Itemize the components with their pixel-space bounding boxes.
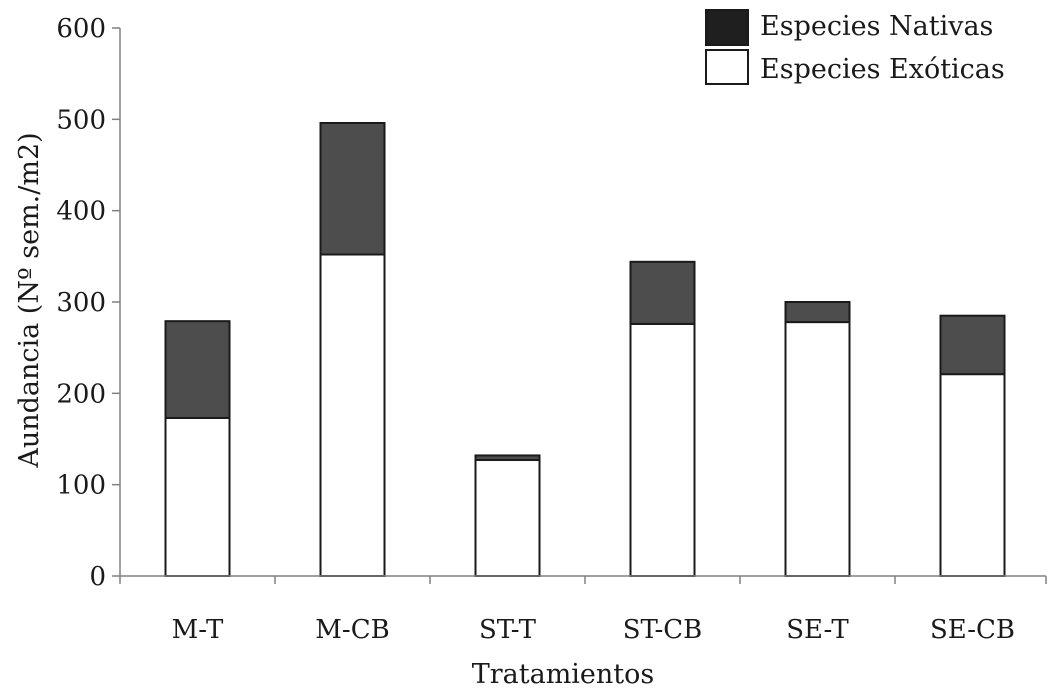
y-tick-label: 400 bbox=[56, 197, 106, 227]
bar-exoticas bbox=[474, 459, 541, 577]
x-tick-label: SE-CB bbox=[930, 615, 1015, 645]
y-tick-label: 600 bbox=[56, 14, 106, 44]
y-axis-title: Aundancia (Nº sem./m2) bbox=[14, 132, 45, 468]
x-tick-label: M-CB bbox=[315, 615, 389, 645]
y-axis-ticks: 0 100 200 300 400 500 600 bbox=[56, 14, 120, 592]
bar-nativas bbox=[164, 320, 231, 419]
y-tick-label: 0 bbox=[89, 562, 106, 592]
bar-nativas bbox=[784, 301, 851, 324]
legend: Especies Nativas Especies Exóticas bbox=[705, 9, 1005, 85]
y-tick-label: 300 bbox=[56, 288, 106, 318]
legend-label-exoticas: Especies Exóticas bbox=[760, 54, 1005, 85]
y-tick-label: 100 bbox=[56, 471, 106, 501]
x-axis-title: Tratamientos bbox=[472, 659, 655, 690]
x-tick-label: SE-T bbox=[786, 615, 849, 645]
y-tick-label: 200 bbox=[56, 379, 106, 409]
bar-nativas bbox=[939, 314, 1006, 376]
x-tick-label: ST-T bbox=[479, 615, 537, 645]
axes bbox=[119, 28, 1046, 577]
bar-exoticas bbox=[319, 253, 386, 578]
bar-exoticas bbox=[939, 373, 1006, 577]
x-axis-ticks: M-T M-CB ST-T ST-CB SE-T SE-CB bbox=[119, 576, 1047, 645]
bar-nativas bbox=[319, 121, 386, 256]
bars bbox=[164, 121, 1006, 578]
bar-nativas bbox=[474, 454, 541, 462]
bar-exoticas bbox=[784, 321, 851, 577]
x-tick-label: M-T bbox=[172, 615, 224, 645]
bar-exoticas bbox=[629, 322, 696, 578]
legend-swatch-nativas bbox=[705, 9, 749, 46]
legend-label-nativas: Especies Nativas bbox=[760, 11, 993, 42]
bar-nativas bbox=[629, 260, 696, 325]
bar-exoticas bbox=[164, 416, 231, 578]
legend-swatch-exoticas bbox=[705, 49, 749, 85]
x-tick-label: ST-CB bbox=[623, 615, 703, 645]
y-tick-label: 500 bbox=[56, 105, 106, 135]
